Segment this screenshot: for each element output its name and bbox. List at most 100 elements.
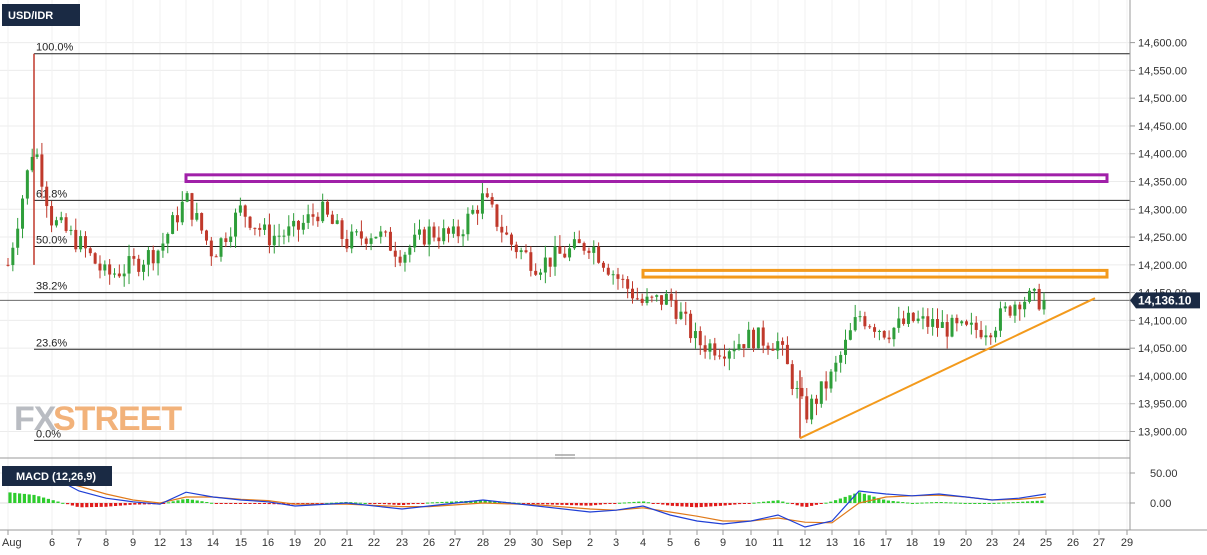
macd-histogram-bar bbox=[392, 503, 396, 505]
time-tick-label: 20 bbox=[960, 537, 972, 549]
macd-histogram-bar bbox=[75, 503, 79, 507]
candle-body bbox=[30, 156, 34, 171]
macd-histogram-bar bbox=[771, 500, 775, 503]
time-tick-label: 4 bbox=[640, 537, 646, 549]
macd-histogram-bar bbox=[742, 503, 746, 504]
candle-body bbox=[616, 274, 620, 279]
price-tick-label: 14,350.00 bbox=[1138, 177, 1187, 189]
candle-body bbox=[88, 248, 92, 254]
candle-body bbox=[108, 264, 112, 275]
macd-histogram-bar bbox=[85, 503, 89, 508]
macd-histogram-bar bbox=[891, 501, 895, 503]
price-tick-label: 14,600.00 bbox=[1138, 38, 1187, 50]
candle-body bbox=[660, 295, 664, 305]
time-tick-label: 8 bbox=[103, 537, 109, 549]
candle-body bbox=[853, 317, 857, 331]
candle-body bbox=[650, 296, 654, 298]
macd-histogram-bar bbox=[709, 503, 713, 507]
macd-histogram-bar bbox=[1011, 502, 1015, 504]
macd-histogram-bar bbox=[493, 501, 497, 503]
candle-body bbox=[887, 337, 891, 340]
candle-body bbox=[321, 201, 325, 222]
time-tick-label: 3 bbox=[613, 537, 619, 549]
macd-histogram-bar bbox=[387, 503, 391, 505]
candle-body bbox=[35, 154, 39, 157]
macd-histogram-bar bbox=[229, 503, 233, 504]
macd-histogram-bar bbox=[786, 502, 790, 504]
candle-body bbox=[621, 278, 625, 280]
candle-body bbox=[626, 279, 630, 289]
candle-body bbox=[810, 398, 814, 420]
candle-body bbox=[940, 322, 944, 328]
macd-histogram-bar bbox=[795, 503, 799, 506]
macd-histogram-bar bbox=[46, 498, 50, 503]
macd-histogram-bar bbox=[579, 503, 583, 506]
time-tick-label: 13 bbox=[180, 537, 192, 549]
candle-body bbox=[451, 226, 455, 234]
macd-histogram-bar bbox=[718, 503, 722, 506]
macd-histogram-bar bbox=[939, 502, 943, 504]
resistance-zone-lower bbox=[641, 268, 1109, 279]
price-tick-label: 14,050.00 bbox=[1138, 343, 1187, 355]
macd-histogram-bar bbox=[675, 503, 679, 507]
macd-histogram-bar bbox=[22, 493, 26, 503]
macd-histogram-bar bbox=[646, 502, 650, 504]
macd-histogram-bar bbox=[32, 494, 36, 503]
candle-body bbox=[40, 154, 44, 187]
candle-body bbox=[703, 345, 707, 352]
macd-tab[interactable] bbox=[2, 466, 112, 486]
time-tick-label: 15 bbox=[235, 537, 247, 549]
candle-body bbox=[640, 298, 644, 303]
time-axis[interactable]: Aug 6 7 8 9 12 13 14 15 16 19 20 21 22 23 26 27 28 29 30 Sep… bbox=[2, 530, 1133, 549]
macd-histogram-bar bbox=[733, 503, 737, 505]
macd-histogram-bar bbox=[37, 496, 41, 503]
time-tick-label: 7 bbox=[76, 537, 82, 549]
macd-histogram-bar bbox=[114, 503, 118, 507]
macd-histogram-bar bbox=[906, 502, 910, 504]
macd-histogram-bar bbox=[824, 502, 828, 504]
macd-histogram-bar bbox=[13, 492, 17, 503]
macd-histogram-bar bbox=[363, 502, 367, 504]
candle-body bbox=[393, 250, 397, 257]
candle-body bbox=[21, 198, 25, 229]
macd-histogram-bar bbox=[378, 503, 382, 504]
time-tick-label: 22 bbox=[368, 537, 380, 549]
macd-histogram-bar bbox=[430, 502, 434, 504]
candle-body bbox=[384, 231, 388, 233]
macd-grid bbox=[0, 472, 1130, 504]
candle-body bbox=[238, 205, 242, 213]
candle-body bbox=[190, 193, 194, 220]
symbol-tab[interactable] bbox=[2, 4, 80, 26]
candle-body bbox=[873, 327, 877, 332]
macd-histogram-bar bbox=[262, 503, 266, 505]
macd-histogram-bar bbox=[925, 502, 929, 504]
time-tick-label: 18 bbox=[906, 537, 918, 549]
candle-body bbox=[267, 224, 271, 246]
time-tick-label: 9 bbox=[130, 537, 136, 549]
price-axis[interactable]: 14,600.00 14,550.00 14,500.00 14,450.00 14,4… bbox=[1130, 38, 1187, 439]
candle-body bbox=[146, 250, 150, 265]
macd-histogram-bar bbox=[690, 503, 694, 507]
macd-histogram-bar bbox=[1040, 500, 1044, 503]
macd-histogram-bar bbox=[666, 503, 670, 506]
macd-histogram-bar bbox=[123, 503, 127, 506]
macd-histogram-bar bbox=[987, 503, 991, 504]
macd-line bbox=[7, 466, 1047, 528]
macd-histogram-bar bbox=[128, 503, 132, 505]
candle-body bbox=[548, 257, 552, 267]
macd-histogram-bar bbox=[877, 498, 881, 503]
candle-body bbox=[204, 230, 208, 241]
fib-label: 50.0% bbox=[36, 235, 67, 247]
time-tick-label: 12 bbox=[799, 537, 811, 549]
candle-body bbox=[819, 381, 823, 404]
macd-histogram-bar bbox=[723, 503, 727, 506]
candle-body bbox=[645, 296, 649, 303]
macd-histogram-bar bbox=[584, 503, 588, 506]
macd-histogram-bar bbox=[200, 501, 204, 503]
macd-histogram-bar bbox=[886, 500, 890, 503]
macd-tick-label: 0.00 bbox=[1150, 498, 1171, 510]
macd-histogram-bar bbox=[426, 502, 430, 504]
macd-histogram-bar bbox=[94, 503, 98, 507]
macd-histogram-bar bbox=[42, 497, 46, 503]
time-tick-label: 9 bbox=[720, 537, 726, 549]
